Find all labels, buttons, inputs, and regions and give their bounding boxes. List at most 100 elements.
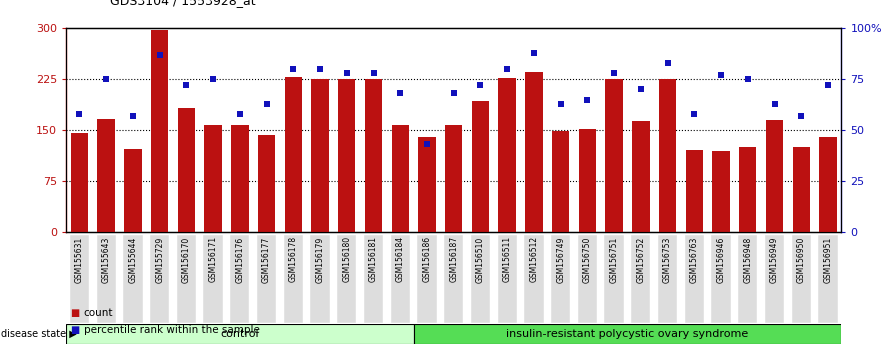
Text: GSM156751: GSM156751 (610, 236, 618, 282)
FancyBboxPatch shape (578, 235, 597, 323)
Bar (525, 73, 543, 232)
Point (794, 113, 808, 119)
Text: GSM156512: GSM156512 (529, 236, 538, 282)
Bar (685, 150, 703, 232)
Text: GSM156750: GSM156750 (583, 236, 592, 283)
Point (581, 97, 595, 102)
Text: GSM156950: GSM156950 (796, 236, 806, 283)
FancyBboxPatch shape (604, 235, 624, 323)
Bar (445, 125, 463, 232)
Point (714, 72, 728, 78)
Text: GSM156949: GSM156949 (770, 236, 779, 283)
Point (527, 50, 541, 56)
Point (473, 82, 487, 88)
FancyBboxPatch shape (284, 235, 303, 323)
Point (687, 111, 701, 117)
FancyBboxPatch shape (818, 235, 838, 323)
Bar (204, 125, 222, 232)
Point (366, 70, 381, 76)
FancyBboxPatch shape (712, 235, 730, 323)
Point (180, 82, 194, 88)
Bar (391, 125, 409, 232)
Text: GSM156176: GSM156176 (235, 236, 244, 282)
Text: insulin-resistant polycystic ovary syndrome: insulin-resistant polycystic ovary syndr… (507, 329, 749, 339)
FancyBboxPatch shape (337, 235, 357, 323)
Bar (178, 108, 195, 232)
Bar (151, 30, 168, 232)
FancyBboxPatch shape (97, 235, 115, 323)
Bar (338, 79, 355, 232)
Point (340, 70, 354, 76)
FancyBboxPatch shape (364, 235, 383, 323)
FancyBboxPatch shape (658, 235, 677, 323)
Text: GSM155644: GSM155644 (129, 236, 137, 283)
FancyBboxPatch shape (413, 324, 841, 344)
Point (420, 142, 434, 147)
Text: count: count (84, 308, 113, 318)
FancyBboxPatch shape (765, 235, 784, 323)
FancyBboxPatch shape (685, 235, 704, 323)
Text: GSM156171: GSM156171 (209, 236, 218, 282)
Point (313, 66, 327, 72)
Text: GSM156177: GSM156177 (262, 236, 271, 282)
Point (821, 82, 835, 88)
FancyBboxPatch shape (123, 235, 143, 323)
Point (741, 76, 755, 82)
Text: GSM156749: GSM156749 (556, 236, 565, 283)
Text: GDS3104 / 1553928_at: GDS3104 / 1553928_at (110, 0, 255, 7)
Point (661, 60, 675, 66)
Point (633, 87, 648, 92)
Text: disease state ▶: disease state ▶ (1, 329, 77, 339)
Text: GSM156511: GSM156511 (503, 236, 512, 282)
Text: GSM155631: GSM155631 (75, 236, 84, 282)
FancyBboxPatch shape (150, 235, 169, 323)
Bar (499, 78, 516, 232)
Bar (311, 79, 329, 232)
Point (152, 52, 167, 58)
Text: percentile rank within the sample: percentile rank within the sample (84, 325, 260, 335)
FancyBboxPatch shape (204, 235, 223, 323)
FancyBboxPatch shape (70, 235, 89, 323)
Text: GSM156170: GSM156170 (181, 236, 191, 282)
Text: GSM156186: GSM156186 (423, 236, 432, 282)
Point (393, 91, 407, 96)
Text: GSM156753: GSM156753 (663, 236, 672, 283)
Text: control: control (220, 329, 259, 339)
Bar (98, 119, 115, 232)
Bar (70, 133, 88, 232)
Bar (633, 121, 649, 232)
Text: GSM156948: GSM156948 (744, 236, 752, 282)
Text: ■: ■ (70, 325, 79, 335)
Point (553, 101, 567, 107)
Point (100, 76, 114, 82)
Bar (365, 79, 382, 232)
Bar (552, 131, 569, 232)
Text: GSM155729: GSM155729 (155, 236, 164, 282)
FancyBboxPatch shape (418, 235, 437, 323)
Bar (819, 137, 837, 232)
Text: GSM156510: GSM156510 (476, 236, 485, 282)
Text: GSM155643: GSM155643 (101, 236, 111, 283)
Bar (124, 149, 142, 232)
Text: GSM156946: GSM156946 (716, 236, 726, 283)
Bar (471, 101, 489, 232)
Bar (285, 77, 302, 232)
Point (126, 113, 140, 119)
Bar (713, 151, 729, 232)
Text: GSM156951: GSM156951 (824, 236, 833, 282)
FancyBboxPatch shape (444, 235, 463, 323)
Bar (258, 135, 275, 232)
Text: GSM156187: GSM156187 (449, 236, 458, 282)
Point (607, 70, 621, 76)
FancyBboxPatch shape (390, 235, 410, 323)
Text: GSM156763: GSM156763 (690, 236, 699, 283)
Bar (418, 137, 436, 232)
FancyBboxPatch shape (631, 235, 650, 323)
Bar (579, 129, 596, 232)
FancyBboxPatch shape (470, 235, 490, 323)
Point (500, 66, 515, 72)
FancyBboxPatch shape (738, 235, 758, 323)
Text: GSM156181: GSM156181 (369, 236, 378, 282)
Point (286, 66, 300, 72)
FancyBboxPatch shape (498, 235, 517, 323)
